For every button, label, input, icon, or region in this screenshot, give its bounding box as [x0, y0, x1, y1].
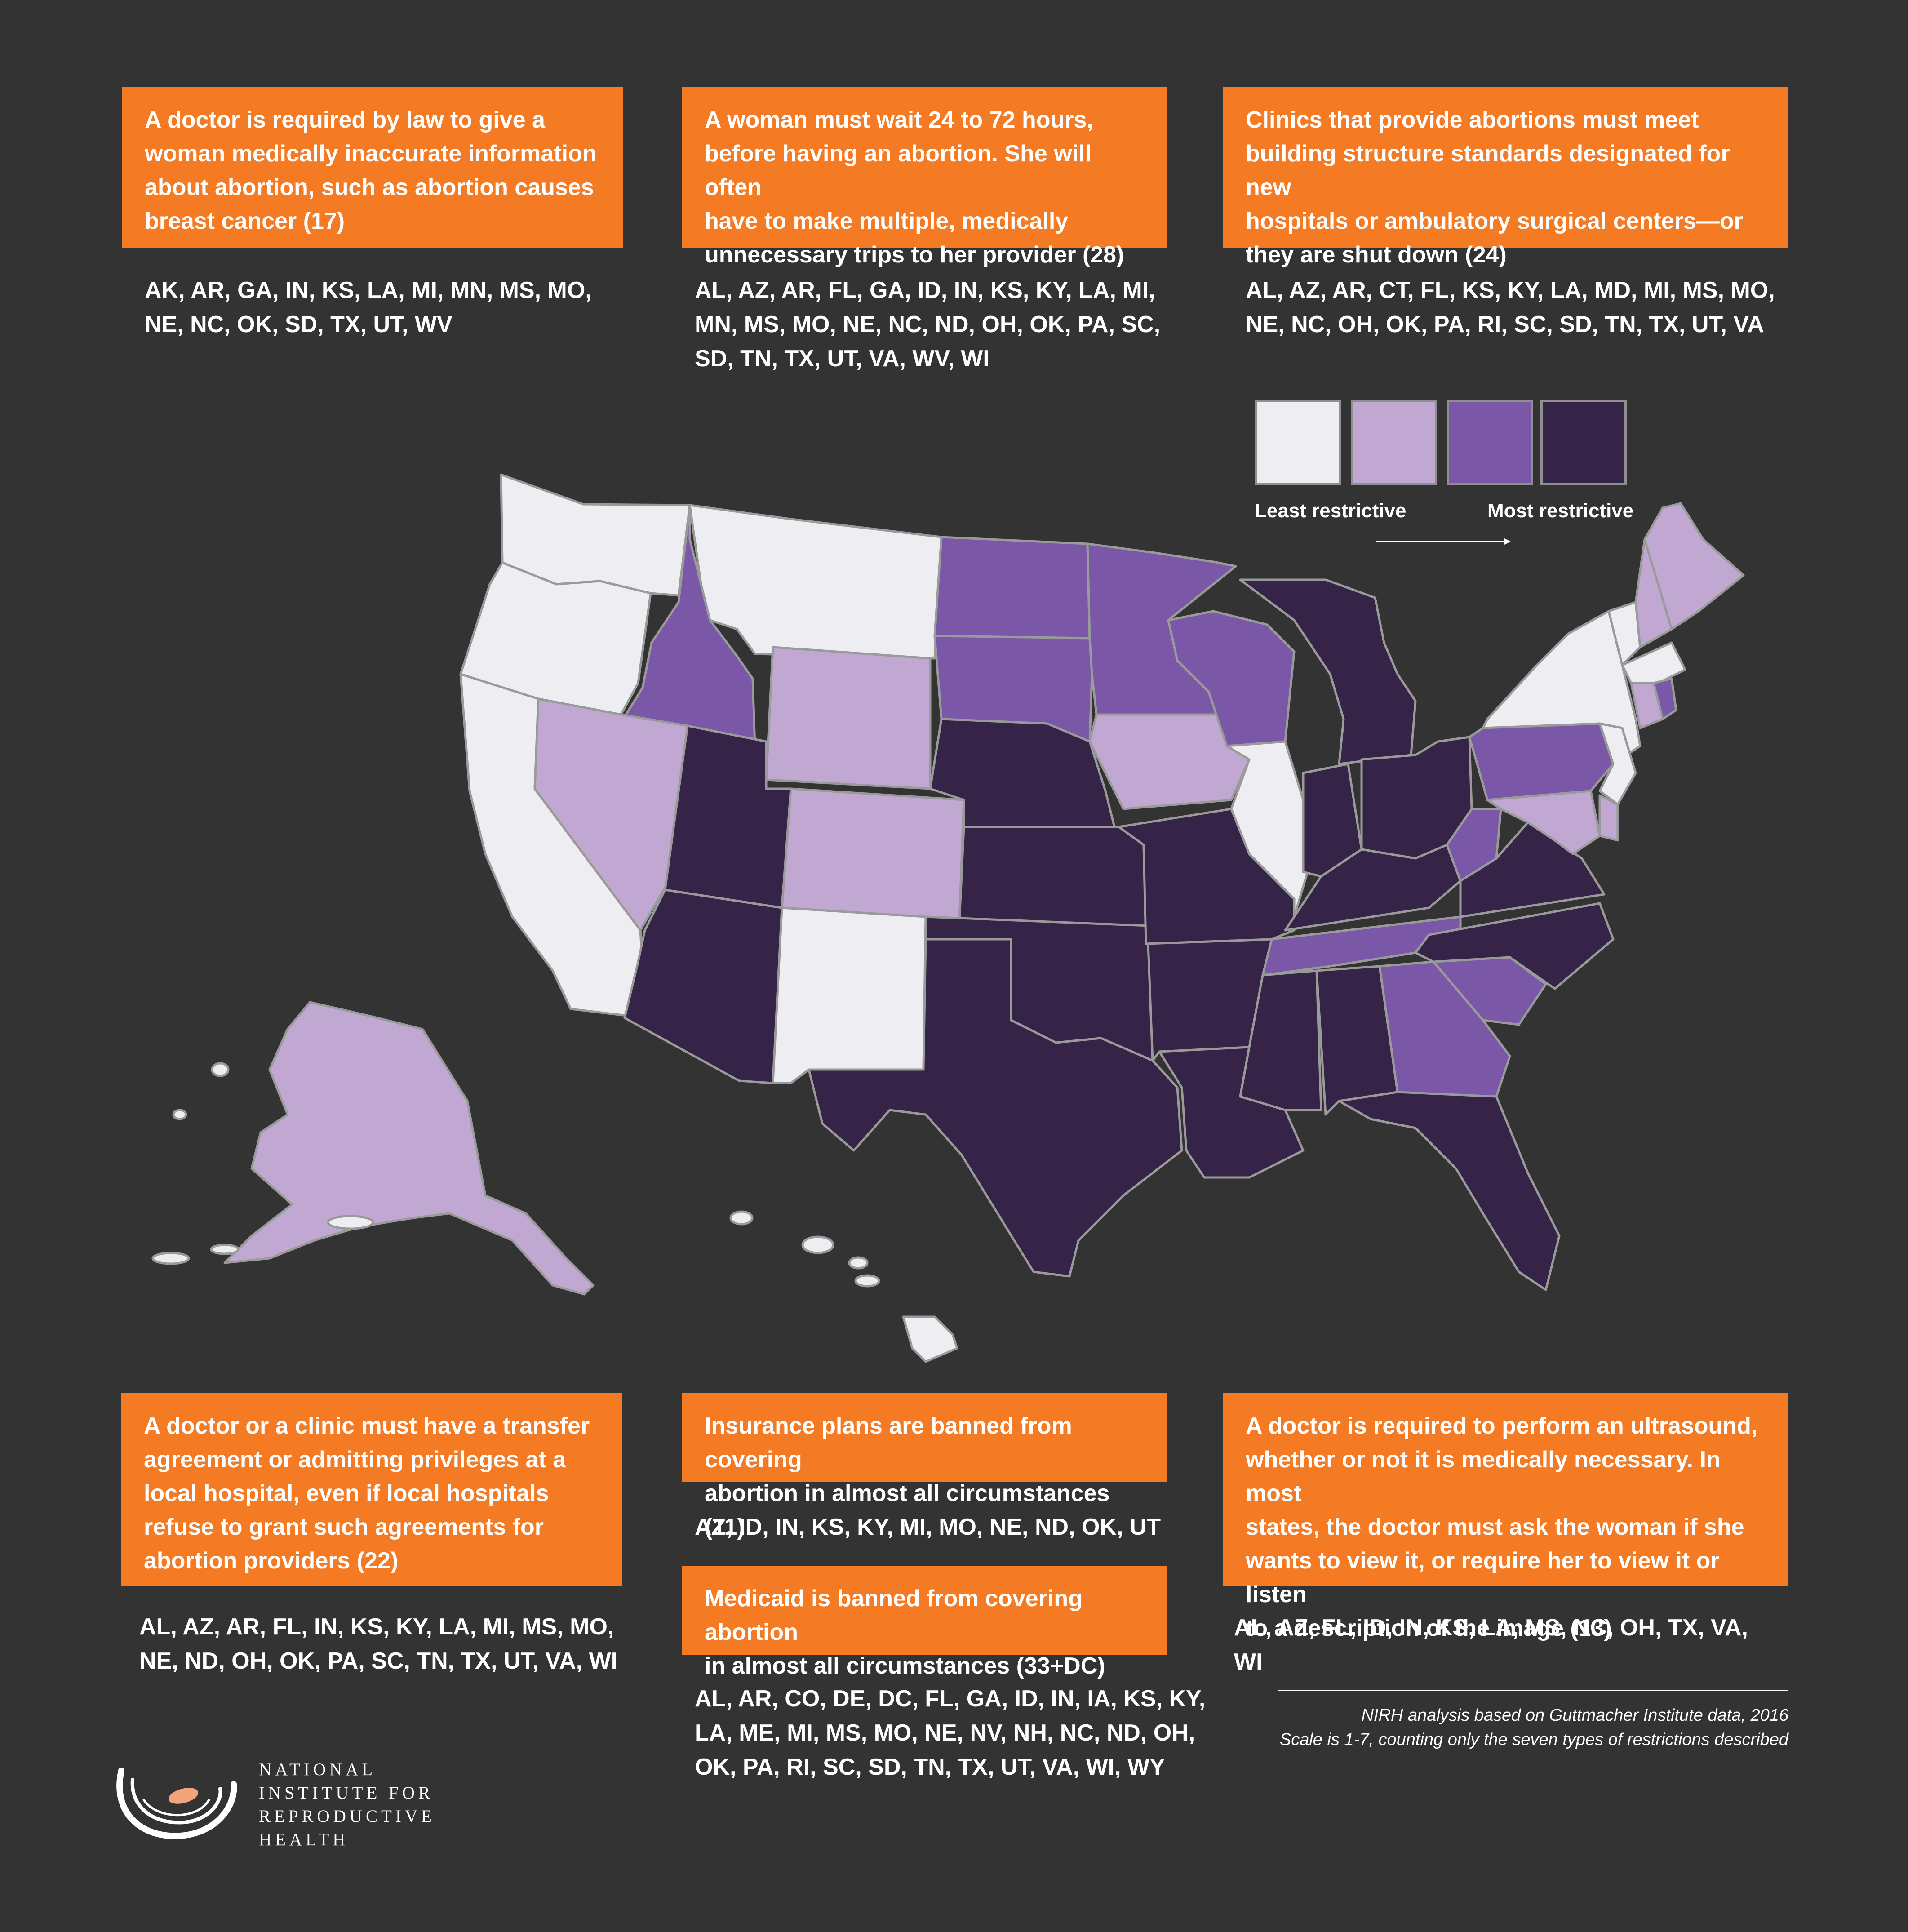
legend-swatch-level-3	[1447, 400, 1533, 485]
legend-arrow-icon	[1376, 538, 1511, 545]
nirh-logo-icon	[116, 1768, 237, 1839]
us-restrictions-map	[151, 473, 1745, 1363]
state-hi-island	[854, 1274, 880, 1288]
restriction-callout-medicaid-ban: Medicaid is banned from covering abortio…	[682, 1566, 1167, 1679]
state-ak	[223, 1001, 595, 1296]
state-fl	[1338, 1091, 1561, 1291]
state-ak-island	[172, 1109, 187, 1120]
state-or	[459, 561, 652, 716]
restriction-callout-transfer-agreement: A doctor or a clinic must have a transfe…	[121, 1393, 622, 1586]
state-tx	[808, 938, 1183, 1278]
state-nc	[1414, 902, 1615, 990]
state-co	[781, 787, 965, 920]
scale-note: Scale is 1-7, counting only the seven ty…	[1279, 1730, 1788, 1749]
state-me	[1643, 502, 1745, 631]
state-nm	[772, 906, 927, 1084]
state-nd	[933, 536, 1091, 640]
restriction-callout-ultrasound: A doctor is required to perform an ultra…	[1223, 1393, 1788, 1641]
restriction-states-insurance-ban: AZ, ID, IN, KS, KY, MI, MO, NE, ND, OK, …	[695, 1514, 1161, 1540]
restriction-states-transfer-agreement: AL, AZ, AR, FL, IN, KS, KY, LA, MI, MS, …	[139, 1614, 618, 1674]
state-ak-island	[210, 1244, 240, 1255]
state-ak-island	[211, 1062, 230, 1077]
restriction-callout-insurance-ban: Insurance plans are banned from covering…	[682, 1393, 1167, 1540]
state-wy	[765, 646, 932, 790]
source-divider	[1278, 1690, 1788, 1691]
restriction-states-ultrasound: AL, AZ, FL, ID, IN, KS, LA, MS, NC, OH, …	[1234, 1615, 1748, 1675]
state-de	[1598, 794, 1619, 842]
state-ak-island	[151, 1252, 190, 1265]
nirh-logo-text: NATIONAL INSTITUTE FOR REPRODUCTIVE HEAL…	[259, 1760, 435, 1849]
source-note: NIRH analysis based on Guttmacher Instit…	[1361, 1706, 1788, 1725]
restriction-states-building-standards: AL, AZ, AR, CT, FL, KS, KY, LA, MD, MI, …	[1246, 277, 1775, 338]
restriction-callout-inaccurate-info: A doctor is required by law to give a wo…	[122, 87, 623, 248]
state-hi-island	[729, 1210, 754, 1226]
state-ks	[958, 826, 1147, 927]
state-hi-island	[848, 1256, 869, 1270]
state-il	[1225, 740, 1309, 918]
state-mi	[1239, 578, 1417, 765]
legend-least-label: Least restrictive	[1255, 500, 1407, 522]
state-pa	[1468, 722, 1615, 801]
state-ri	[1652, 677, 1677, 720]
legend-swatch-level-2	[1351, 400, 1437, 485]
restriction-callout-waiting-period: A woman must wait 24 to 72 hours, before…	[682, 87, 1167, 268]
legend-most-label: Most restrictive	[1487, 500, 1634, 522]
legend-swatch-level-4	[1540, 400, 1627, 485]
state-wv	[1446, 808, 1502, 882]
state-md	[1486, 790, 1601, 855]
restriction-states-inaccurate-info: AK, AR, GA, IN, KS, LA, MI, MN, MS, MO, …	[145, 277, 592, 338]
restriction-callout-building-standards: Clinics that provide abortions must meet…	[1223, 87, 1788, 268]
state-ak-island	[327, 1215, 374, 1230]
legend-swatch-level-1	[1255, 400, 1341, 485]
restriction-states-medicaid-ban: AL, AR, CO, DE, DC, FL, GA, ID, IN, IA, …	[695, 1686, 1206, 1780]
state-hi	[902, 1315, 958, 1363]
restriction-states-waiting-period: AL, AZ, AR, FL, GA, ID, IN, KS, KY, LA, …	[695, 277, 1161, 372]
state-mt	[688, 504, 943, 660]
state-hi-island	[801, 1235, 834, 1254]
